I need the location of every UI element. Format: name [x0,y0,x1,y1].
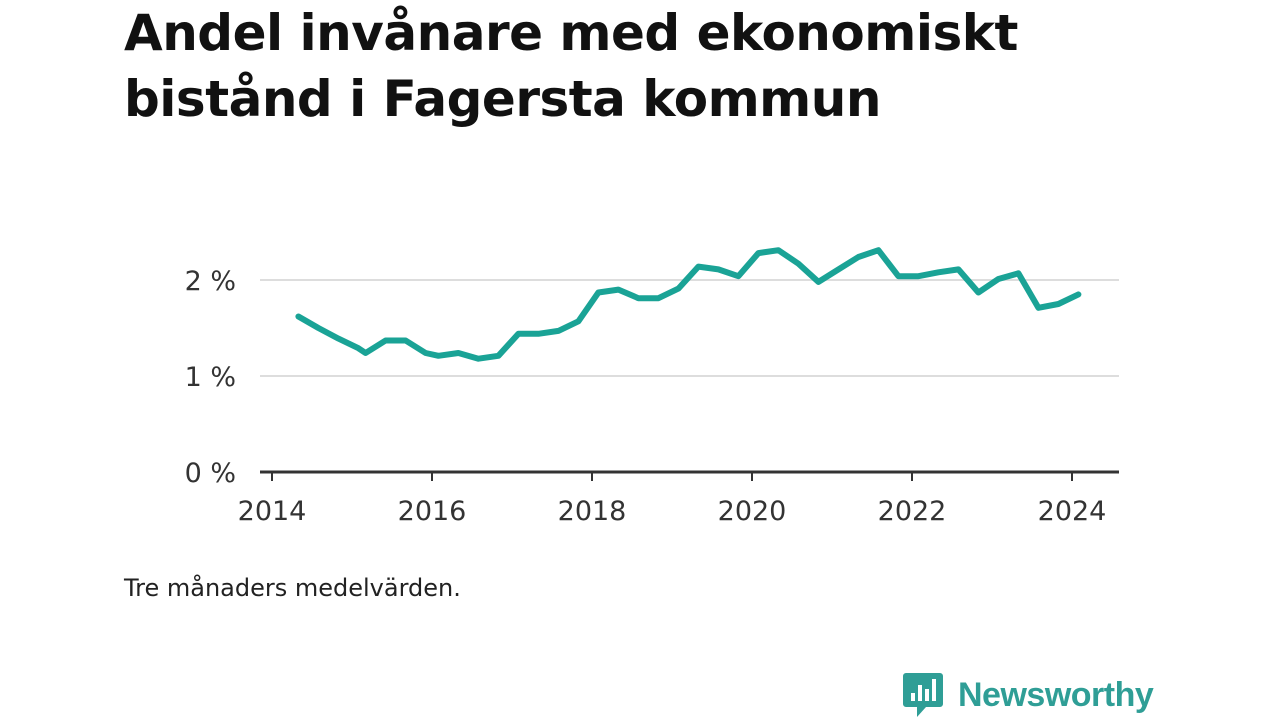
grid-lines [260,279,1119,377]
x-tick-label: 2022 [878,496,947,527]
tick-labels: 0 % 1 % 2 % 2014 2016 2018 2020 2022 2024 [185,266,1107,527]
x-tick-label: 2024 [1038,496,1107,527]
chart-title-line-1: Andel invånare med ekonomiskt [124,4,1018,62]
chart-title-line-2: bistånd i Fagersta kommun [124,70,881,128]
series-layer [295,247,1082,362]
bar-chart-speech-bubble-icon [903,673,943,717]
x-tick-label: 2016 [398,496,467,527]
chart-note: Tre månaders medelvärden. [124,574,461,602]
x-tick-label: 2014 [238,496,307,527]
x-tick-label: 2020 [718,496,787,527]
y-tick-label: 0 % [185,458,236,489]
x-tick-label: 2018 [558,496,627,527]
chart-title: Andel invånare med ekonomiskt bistånd i … [124,0,1164,132]
x-axis [260,470,1119,481]
series-line [295,247,1082,362]
y-tick-label: 2 % [185,266,236,297]
brand-logo[interactable]: Newsworthy [902,671,1154,719]
y-tick-label: 1 % [185,362,236,393]
brand-name: Newsworthy [958,675,1154,714]
